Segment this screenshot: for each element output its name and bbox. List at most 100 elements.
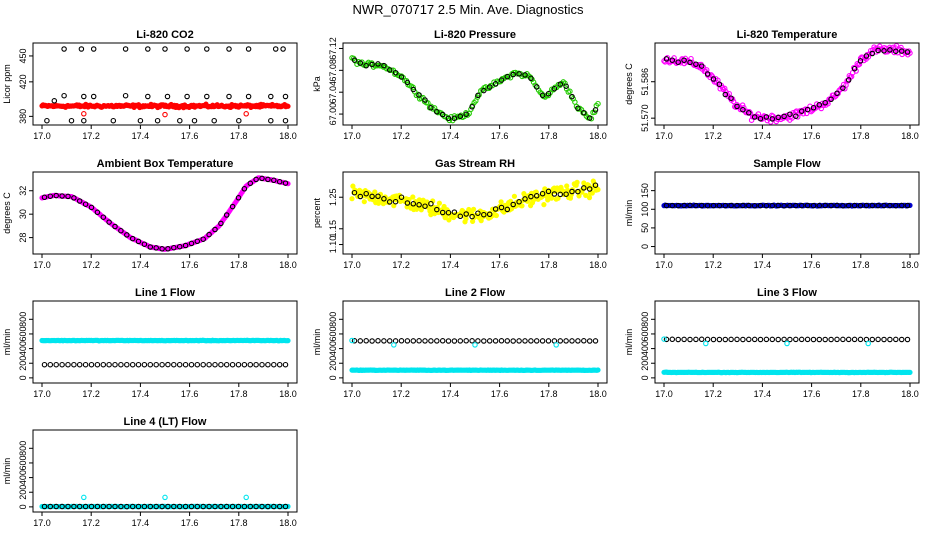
x-tick-label: 17.8 xyxy=(230,131,248,141)
y-tick-label: 0 xyxy=(328,375,338,380)
data-point-reference xyxy=(887,336,893,343)
data-point-reference xyxy=(804,106,811,113)
data-point-reference xyxy=(404,338,411,344)
data-point-reference xyxy=(834,336,840,343)
x-tick-label: 17.6 xyxy=(181,518,199,528)
y-tick-label: 28 xyxy=(18,233,28,243)
data-point-cal_low xyxy=(68,117,75,124)
data-point-reference xyxy=(545,188,552,195)
data-point-reference xyxy=(728,95,734,101)
data-point-reference xyxy=(734,336,740,343)
data-point-reference xyxy=(693,202,699,209)
data-point-reference xyxy=(445,338,452,344)
data-point-reference xyxy=(265,361,271,368)
data-point-reference xyxy=(363,62,369,69)
data-point-reference xyxy=(88,503,95,510)
data-point-cal_red xyxy=(81,111,87,117)
data-point-reference xyxy=(428,105,434,111)
data-point-reference xyxy=(492,81,499,87)
x-tick-label: 18.0 xyxy=(279,518,297,528)
data-point-cal_high xyxy=(204,46,210,52)
data-point-reference xyxy=(863,202,870,209)
y-tick-label: 150 xyxy=(640,183,650,198)
data-point-reference xyxy=(681,57,687,64)
data-point-reference xyxy=(100,214,107,220)
data-point-reference xyxy=(171,244,177,251)
data-point-reference xyxy=(539,338,546,344)
data-point-reference xyxy=(663,336,670,343)
data-point-reference xyxy=(141,361,148,368)
data-point-reference xyxy=(869,202,876,209)
data-point-reference xyxy=(182,503,189,510)
data-point-reference xyxy=(563,338,569,344)
data-point-reference xyxy=(141,241,148,247)
data-point-sample xyxy=(567,88,573,95)
data-point-reference xyxy=(223,361,230,368)
data-point-reference xyxy=(410,201,417,207)
x-tick-label: 18.0 xyxy=(589,260,607,270)
data-point-sample xyxy=(541,202,547,208)
data-point-reference xyxy=(845,336,852,343)
data-point-reference xyxy=(746,336,752,343)
data-point-reference xyxy=(259,503,265,510)
data-point-cyan_high xyxy=(391,342,397,348)
y-tick-label: 30 xyxy=(18,209,28,219)
y-axis-label: ml/min xyxy=(2,329,12,356)
y-axis-label: ml/min xyxy=(2,458,12,485)
data-point-sample xyxy=(285,103,291,109)
data-point-reference xyxy=(212,226,218,233)
data-point-reference xyxy=(422,97,428,103)
data-point-reference xyxy=(769,116,776,122)
data-point-reference xyxy=(386,199,393,205)
x-tick-label: 18.0 xyxy=(279,131,297,141)
data-point-reference xyxy=(781,202,787,209)
data-point-reference xyxy=(510,201,516,208)
data-point-reference xyxy=(247,503,254,510)
data-point-reference xyxy=(687,336,693,343)
data-point-reference xyxy=(129,361,136,368)
data-point-reference xyxy=(763,202,770,209)
data-point-reference xyxy=(457,338,464,344)
plot-frame xyxy=(654,42,920,126)
data-point-reference xyxy=(416,92,422,98)
data-point-reference xyxy=(863,53,870,59)
data-point-reference xyxy=(469,338,475,344)
data-point-reference xyxy=(212,503,218,510)
x-tick-label: 17.8 xyxy=(852,260,870,270)
data-point-sample xyxy=(589,190,595,196)
x-tick-label: 17.6 xyxy=(491,131,509,141)
marks xyxy=(39,175,291,252)
data-point-reference xyxy=(498,204,505,211)
data-point-reference xyxy=(47,503,54,510)
data-point-reference xyxy=(840,202,846,209)
data-point-reference xyxy=(775,114,781,121)
data-point-reference xyxy=(751,202,758,209)
page-title: NWR_070717 2.5 Min. Ave. Diagnostics xyxy=(352,2,584,17)
data-point-cal_mid xyxy=(51,98,58,104)
data-point-reference xyxy=(153,245,159,251)
data-point-reference xyxy=(887,47,893,53)
data-point-reference xyxy=(840,336,846,343)
data-point-reference xyxy=(592,338,599,344)
panel-title: Gas Stream RH xyxy=(435,158,515,170)
data-point-reference xyxy=(153,361,159,368)
data-point-reference xyxy=(71,361,77,368)
data-point-reference xyxy=(675,336,681,343)
data-point-reference xyxy=(392,198,399,205)
data-point-reference xyxy=(775,336,781,343)
x-tick-label: 17.8 xyxy=(540,131,558,141)
data-point-reference xyxy=(557,338,564,344)
x-tick-label: 17.0 xyxy=(33,389,51,399)
data-point-reference xyxy=(810,202,817,209)
data-point-reference xyxy=(586,115,593,121)
data-point-reference xyxy=(793,202,799,209)
data-point-reference xyxy=(769,336,776,343)
data-point-cal_mid xyxy=(164,93,171,100)
data-point-reference xyxy=(259,175,265,182)
data-point-reference xyxy=(551,191,558,197)
data-point-reference xyxy=(481,338,487,344)
data-point-reference xyxy=(516,338,522,344)
data-point-reference xyxy=(893,202,899,209)
data-point-reference xyxy=(200,236,206,242)
y-tick-label: 200 xyxy=(640,356,650,371)
